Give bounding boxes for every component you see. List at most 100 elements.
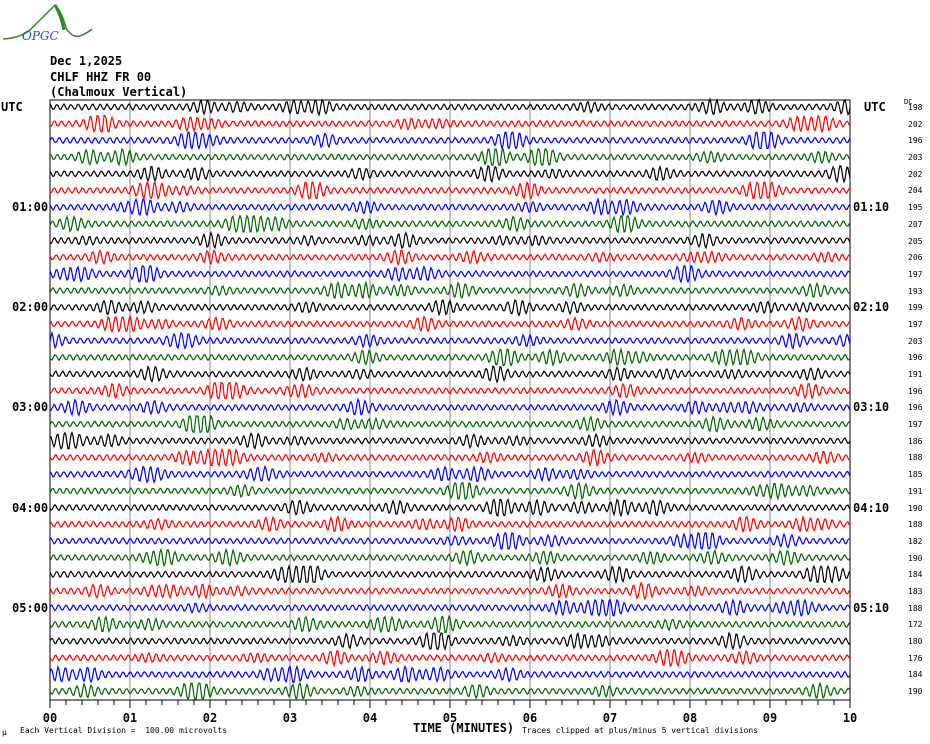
dc-offset-value: 191 <box>908 486 923 496</box>
right-time-label: 01:10 <box>853 200 890 215</box>
dc-offset-value: 182 <box>908 536 923 546</box>
left-time-label: 02:00 <box>12 300 49 315</box>
trace-row-23 <box>49 481 851 501</box>
trace-row-4 <box>49 164 851 184</box>
dc-offset-value: 186 <box>908 436 923 446</box>
dc-offset-value: 190 <box>908 687 923 697</box>
trace-row-34 <box>49 664 851 684</box>
dc-offset-value: 203 <box>908 336 923 346</box>
dc-offset-value: 202 <box>908 119 923 129</box>
dc-offset-value: 183 <box>908 587 923 596</box>
left-time-label: 01:00 <box>12 200 49 215</box>
dc-offset-value: 191 <box>908 370 923 380</box>
trace-row-31 <box>49 614 851 634</box>
trace-row-5 <box>49 180 851 200</box>
dc-offset-value: 184 <box>908 670 923 680</box>
trace-row-24 <box>49 498 851 518</box>
trace-row-13 <box>49 313 851 334</box>
dc-offset-value: 197 <box>908 420 923 430</box>
trace-row-19 <box>49 414 851 433</box>
dc-offset-value: 190 <box>908 503 923 513</box>
dc-offset-value: 203 <box>908 153 923 163</box>
dc-offset-value: 205 <box>908 236 923 246</box>
trace-row-10 <box>49 265 851 284</box>
trace-row-6 <box>49 197 851 218</box>
dc-offset-value: 196 <box>908 136 923 146</box>
trace-row-32 <box>49 631 851 652</box>
right-time-label: 04:10 <box>853 500 890 515</box>
left-utc-title: UTC <box>1 100 23 114</box>
trace-row-30 <box>49 597 851 618</box>
clip-note: Traces clipped at plus/minus 5 vertical … <box>522 726 759 735</box>
dc-offset-value: 197 <box>908 269 923 279</box>
dc-offset-value: 180 <box>908 637 923 647</box>
trace-row-9 <box>49 249 851 267</box>
x-tick-label: 08 <box>683 711 697 725</box>
right-time-label: 05:10 <box>853 600 890 615</box>
dc-offset-value: 198 <box>908 103 923 112</box>
dc-offset-value: 188 <box>908 520 923 530</box>
x-tick-label: 02 <box>203 711 217 725</box>
scale-note: Each Vertical Division = 100.00 microvol… <box>20 726 228 735</box>
trace-row-17 <box>49 381 851 400</box>
x-tick-label: 06 <box>523 711 537 725</box>
trace-row-11 <box>49 280 851 300</box>
left-time-label: 04:00 <box>12 500 49 515</box>
channel-title: CHLF HHZ FR 00 <box>50 70 152 84</box>
trace-row-15 <box>49 347 851 367</box>
left-time-label: 03:00 <box>12 400 49 415</box>
dc-offset-value: 176 <box>908 653 923 663</box>
trace-row-28 <box>49 564 851 585</box>
x-tick-label: 05 <box>443 711 457 725</box>
trace-row-16 <box>49 365 851 384</box>
trace-row-29 <box>49 581 851 601</box>
micro-symbol: µ <box>2 728 7 737</box>
trace-row-2 <box>49 131 851 151</box>
x-tick-label: 00 <box>43 711 57 725</box>
x-tick-label: 10 <box>843 711 857 725</box>
right-time-label: 03:10 <box>853 400 890 415</box>
dc-offset-value: 185 <box>908 470 923 480</box>
dc-offset-value: 202 <box>908 169 923 179</box>
dc-offset-value: 188 <box>908 603 923 613</box>
opgc-logo: OPGC <box>2 3 93 43</box>
dc-offset-value: 204 <box>908 186 923 196</box>
trace-row-3 <box>49 147 851 168</box>
left-time-label: 05:00 <box>12 600 49 615</box>
dc-offset-value: 172 <box>908 620 923 630</box>
dc-offset-value: 197 <box>908 319 923 329</box>
right-time-label: 02:10 <box>853 300 890 315</box>
x-tick-label: 04 <box>363 711 377 725</box>
trace-row-21 <box>49 447 851 468</box>
x-tick-label: 03 <box>283 711 297 725</box>
trace-row-27 <box>49 547 851 568</box>
trace-row-22 <box>49 464 851 484</box>
trace-row-33 <box>49 648 851 668</box>
dc-title: DC <box>904 98 913 106</box>
trace-row-7 <box>49 214 851 234</box>
x-axis-title: TIME (MINUTES) <box>413 721 515 735</box>
trace-row-20 <box>49 431 851 450</box>
dc-offset-value: 206 <box>908 253 923 263</box>
x-tick-label: 09 <box>763 711 777 725</box>
right-utc-title: UTC <box>864 100 886 114</box>
trace-row-8 <box>49 231 851 250</box>
trace-row-18 <box>49 397 851 417</box>
dc-offset-value: 196 <box>908 403 923 413</box>
station-title: (Chalmoux Vertical) <box>50 85 188 99</box>
dc-offset-value: 199 <box>908 303 923 313</box>
dc-offset-value: 184 <box>908 570 923 580</box>
x-tick-label: 07 <box>603 711 617 725</box>
trace-row-35 <box>49 681 851 701</box>
trace-row-0 <box>49 97 851 117</box>
trace-row-12 <box>49 298 851 317</box>
dc-offset-value: 190 <box>908 553 923 563</box>
dc-offset-value: 195 <box>908 203 923 213</box>
trace-row-1 <box>49 114 851 134</box>
svg-text:OPGC: OPGC <box>22 29 59 43</box>
dc-offset-value: 196 <box>908 353 923 363</box>
dc-offset-value: 193 <box>908 286 923 296</box>
x-tick-label: 01 <box>123 711 137 725</box>
trace-row-14 <box>49 330 851 350</box>
